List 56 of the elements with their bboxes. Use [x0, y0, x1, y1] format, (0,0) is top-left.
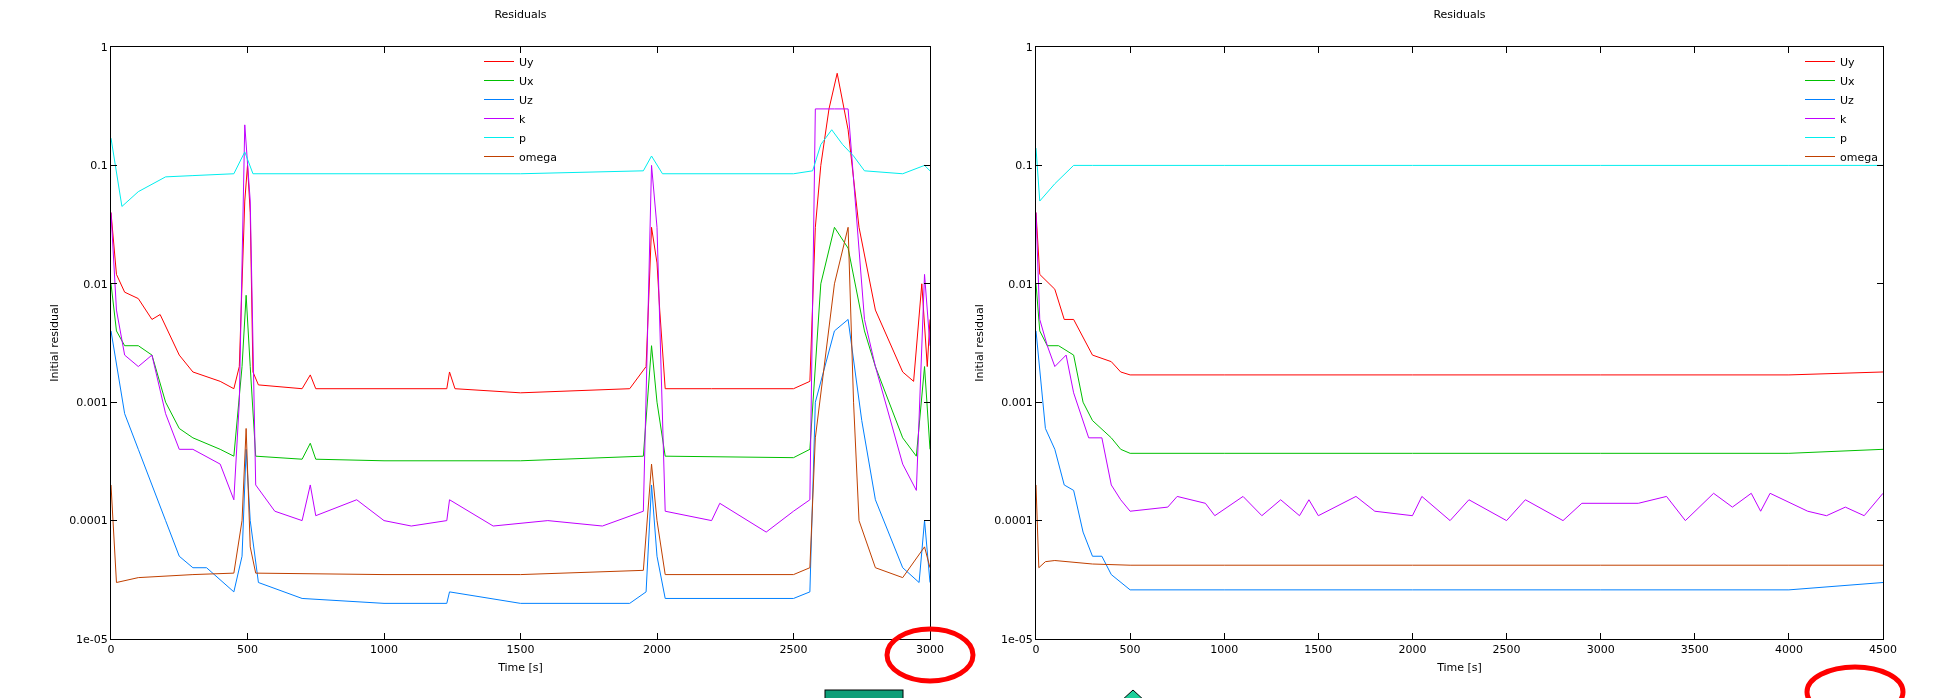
x-tick-label: 1500 [506, 643, 535, 657]
y-tick-label: 0.01 [83, 277, 108, 291]
y-tick-label: 0.01 [1008, 277, 1033, 291]
y-tick-label: 0.1 [1015, 159, 1033, 173]
legend-label: Ux [1840, 74, 1856, 88]
y-tick-label: 0.001 [76, 396, 108, 410]
x-tick-label: 3000 [916, 643, 944, 657]
line-series [111, 108, 930, 533]
x-tick-label: 1000 [370, 643, 398, 657]
legend-label: Uz [1840, 93, 1855, 107]
line-series [1036, 212, 1883, 522]
line-series [1036, 484, 1883, 569]
x-axis-title: Time [s] [497, 661, 543, 675]
x-tick-label: 2000 [1398, 643, 1427, 657]
line-series [111, 226, 930, 462]
y-tick-label: 1e-05 [76, 632, 108, 646]
x-tick-label: 3000 [1586, 643, 1615, 657]
legend-label: Uz [519, 93, 534, 107]
chart-title: Residuals [494, 8, 547, 22]
line-series [111, 226, 930, 584]
legend-label: p [1840, 131, 1847, 145]
x-tick-label: 4000 [1774, 643, 1803, 657]
legend-label: p [519, 131, 526, 145]
line-series [111, 318, 930, 604]
line-series [111, 129, 930, 207]
y-axis-title: Initial residual [47, 304, 61, 382]
x-tick-label: 0 [1032, 643, 1040, 657]
y-tick-label: 0.0001 [994, 514, 1033, 528]
y-axis-title: Initial residual [972, 304, 986, 382]
x-tick-label: 1500 [1304, 643, 1333, 657]
x-tick-label: 2500 [779, 643, 808, 657]
legend-label: Uy [1840, 55, 1856, 69]
y-tick-label: 0.001 [1001, 396, 1033, 410]
x-tick-label: 3500 [1680, 643, 1709, 657]
x-tick-label: 0 [107, 643, 115, 657]
x-tick-label: 500 [1119, 643, 1141, 657]
x-tick-label: 2500 [1492, 643, 1521, 657]
x-tick-label: 2000 [643, 643, 671, 657]
legend-label: k [1840, 112, 1847, 126]
y-tick-label: 0.1 [90, 159, 108, 173]
legend-label: omega [519, 150, 557, 164]
y-tick-label: 1 [1025, 40, 1033, 54]
x-tick-label: 4500 [1869, 643, 1897, 657]
legend-label: k [519, 112, 526, 126]
legend-label: Uy [519, 55, 535, 69]
line-series [1036, 283, 1883, 454]
y-tick-label: 0.0001 [69, 514, 108, 528]
x-axis-title: Time [s] [1436, 661, 1482, 675]
line-series [1036, 330, 1883, 591]
chart-title: Residuals [1433, 8, 1486, 22]
legend-label: omega [1840, 150, 1878, 164]
y-tick-label: 1e-05 [1001, 632, 1033, 646]
x-tick-label: 1000 [1210, 643, 1239, 657]
legend-label: Ux [519, 74, 535, 88]
x-tick-label: 500 [237, 643, 258, 657]
y-tick-label: 1 [100, 40, 108, 54]
